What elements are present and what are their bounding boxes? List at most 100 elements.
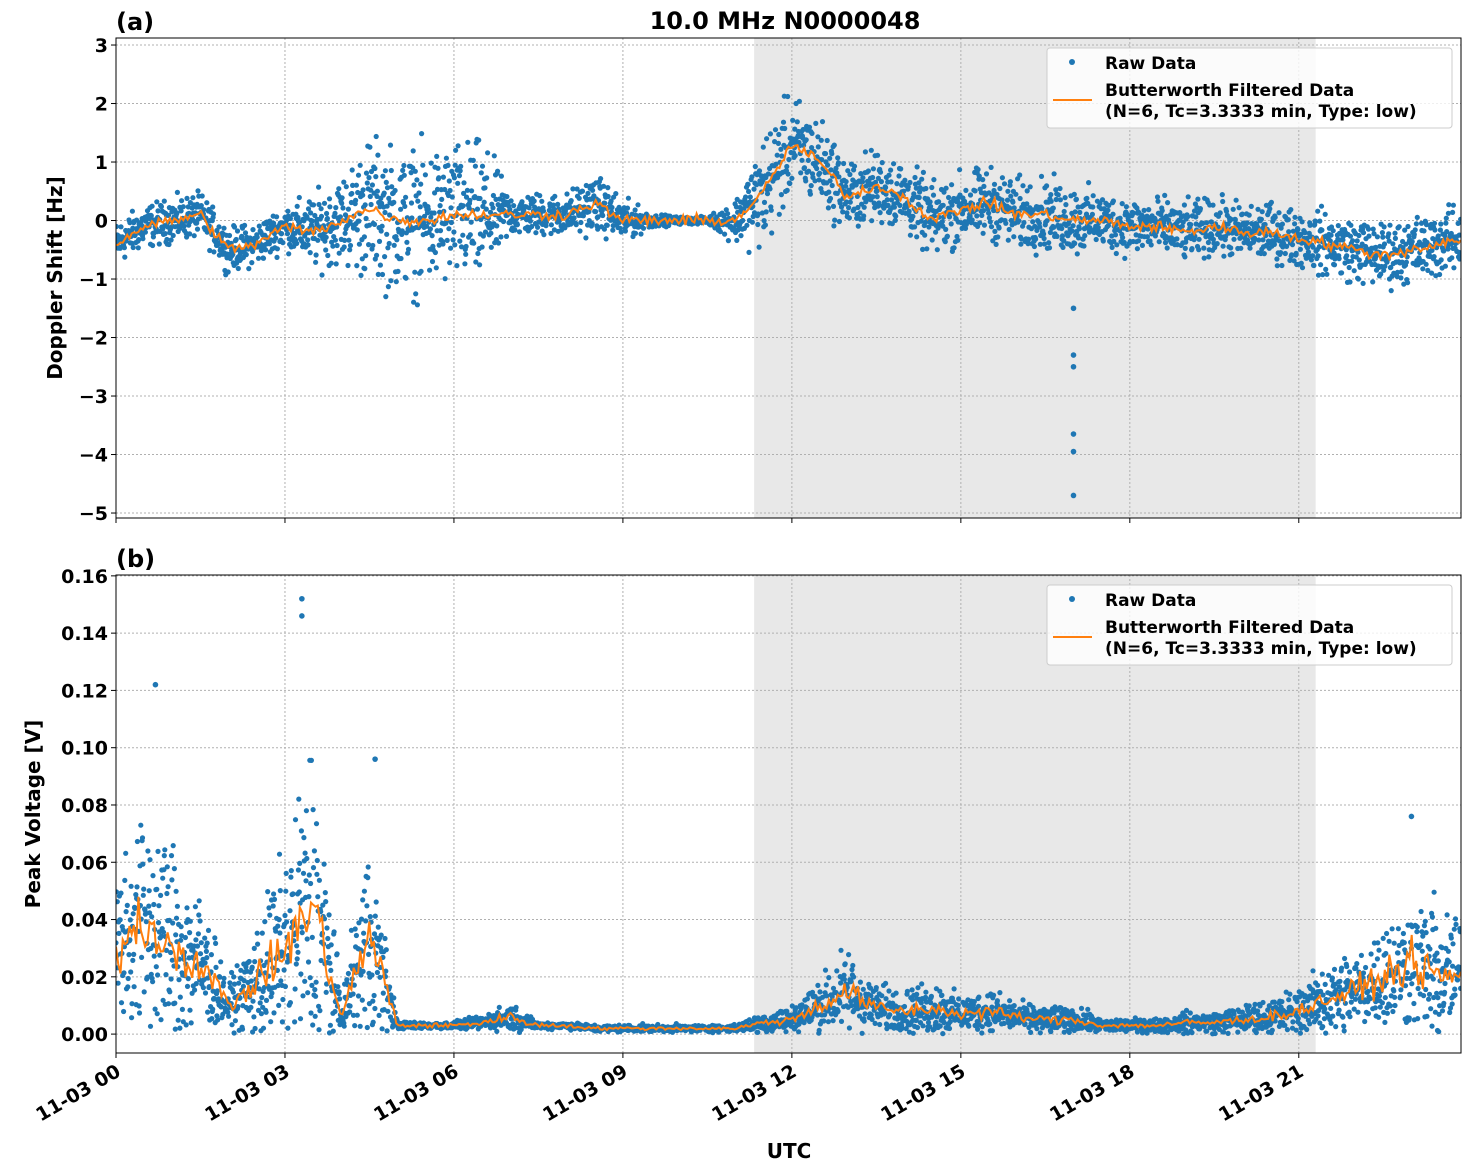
raw-data-point xyxy=(187,930,193,936)
raw-data-point xyxy=(284,919,290,925)
raw-data-point xyxy=(924,246,930,252)
raw-data-point xyxy=(205,927,212,934)
y-tick-label: 2 xyxy=(95,94,108,116)
raw-data-point xyxy=(1438,221,1444,227)
raw-data-point xyxy=(969,217,975,223)
raw-data-point xyxy=(879,220,885,226)
raw-data-point xyxy=(1451,265,1457,271)
raw-data-point xyxy=(747,194,753,200)
raw-data-point xyxy=(303,808,309,814)
raw-data-point xyxy=(510,203,517,209)
raw-data-point xyxy=(284,231,291,237)
raw-data-point xyxy=(1392,235,1398,241)
raw-data-point xyxy=(383,294,389,300)
raw-data-point xyxy=(1346,264,1352,271)
raw-data-point xyxy=(1339,270,1345,276)
raw-data-point xyxy=(1445,246,1451,252)
raw-data-point xyxy=(256,986,262,992)
raw-data-point xyxy=(1182,245,1188,251)
raw-data-point xyxy=(1141,207,1147,213)
raw-data-point xyxy=(347,1003,353,1009)
raw-data-point xyxy=(483,206,489,212)
raw-data-point xyxy=(1365,226,1372,232)
raw-data-point xyxy=(188,1020,194,1026)
raw-data-point xyxy=(1379,230,1385,236)
raw-data-point xyxy=(823,982,829,988)
raw-data-point xyxy=(809,130,815,136)
raw-data-point xyxy=(116,899,120,905)
raw-data-point xyxy=(1050,205,1056,211)
raw-data-point xyxy=(635,202,641,208)
raw-data-point xyxy=(143,910,149,916)
raw-data-point xyxy=(1090,193,1096,199)
raw-data-point xyxy=(442,276,448,282)
raw-data-point xyxy=(1037,241,1043,247)
raw-data-point xyxy=(325,252,331,259)
raw-data-point xyxy=(134,884,140,890)
raw-data-point xyxy=(391,995,397,1001)
raw-data-point xyxy=(891,161,897,167)
raw-data-point xyxy=(383,968,389,974)
raw-data-point xyxy=(122,877,128,884)
raw-data-point xyxy=(479,244,485,250)
raw-data-point xyxy=(184,905,190,911)
raw-data-point xyxy=(239,233,245,239)
raw-data-point xyxy=(204,940,210,946)
raw-data-point xyxy=(794,119,800,125)
raw-data-point xyxy=(255,941,261,947)
raw-data-point xyxy=(624,205,631,211)
raw-data-point xyxy=(139,222,145,228)
raw-data-point xyxy=(367,193,373,200)
raw-data-point xyxy=(310,865,317,871)
raw-data-point xyxy=(267,912,273,918)
raw-data-point xyxy=(433,265,439,271)
raw-data-point xyxy=(949,202,955,208)
raw-data-point xyxy=(1236,205,1242,211)
raw-data-point xyxy=(1320,272,1326,278)
raw-data-point xyxy=(527,218,534,224)
raw-data-point xyxy=(1423,261,1429,267)
raw-data-point xyxy=(1016,218,1022,224)
raw-data-point xyxy=(429,233,435,239)
raw-data-point xyxy=(367,144,373,150)
raw-data-point xyxy=(918,218,924,224)
raw-data-point xyxy=(805,157,811,163)
raw-data-point xyxy=(427,267,433,273)
raw-data-point xyxy=(1021,220,1027,226)
raw-data-point xyxy=(1412,227,1418,233)
legend-raw-marker xyxy=(1069,59,1075,65)
raw-data-point xyxy=(372,165,378,172)
raw-data-point xyxy=(354,227,360,233)
raw-data-point xyxy=(598,176,604,182)
raw-data-point xyxy=(345,262,351,269)
raw-data-point xyxy=(529,223,535,230)
raw-data-point xyxy=(1392,230,1398,236)
raw-data-point xyxy=(936,199,942,205)
raw-data-point xyxy=(418,181,424,187)
raw-data-point xyxy=(891,204,898,210)
raw-data-point xyxy=(360,192,366,198)
raw-data-point xyxy=(860,175,866,181)
raw-data-point xyxy=(330,243,336,249)
raw-data-point xyxy=(495,168,501,174)
raw-data-point xyxy=(507,206,513,212)
raw-data-point xyxy=(378,932,384,938)
raw-data-point xyxy=(640,225,647,231)
raw-data-point xyxy=(1431,220,1438,226)
raw-data-point xyxy=(158,892,164,899)
raw-data-point xyxy=(1287,257,1293,263)
raw-data-point xyxy=(294,943,300,949)
raw-data-point xyxy=(151,953,157,959)
raw-data-point xyxy=(835,160,842,166)
raw-data-point xyxy=(1156,239,1162,245)
raw-data-point xyxy=(796,1029,802,1035)
raw-data-point xyxy=(355,993,362,999)
raw-data-point xyxy=(1030,219,1036,225)
raw-data-point xyxy=(974,213,980,219)
raw-data-point xyxy=(907,232,914,238)
raw-data-point xyxy=(830,203,837,209)
raw-data-point xyxy=(740,217,746,224)
raw-data-point xyxy=(258,1011,264,1017)
raw-data-point xyxy=(463,251,469,257)
raw-data-point xyxy=(776,131,782,138)
